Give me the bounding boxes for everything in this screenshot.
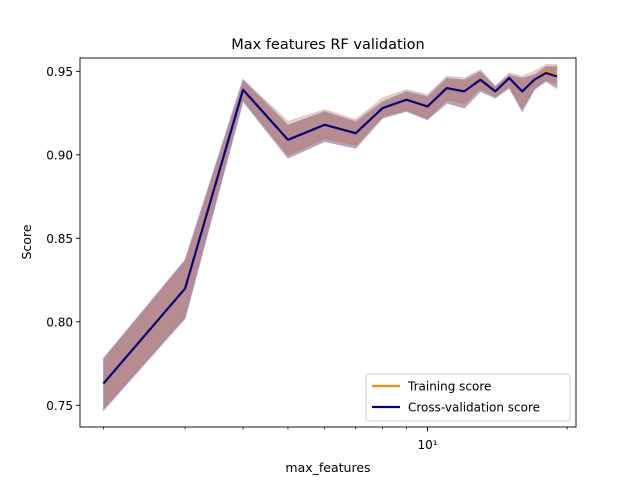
- band-cross-validation: [102, 65, 558, 412]
- x-axis: 10¹: [103, 427, 568, 452]
- y-axis-label: Score: [19, 224, 34, 259]
- y-tick-label: 0.75: [46, 399, 73, 413]
- y-axis: 0.75 0.80 0.85 0.90 0.95: [46, 65, 80, 413]
- legend-box: [365, 373, 571, 422]
- chart-title: Max features RF validation: [231, 37, 425, 53]
- y-tick-label: 0.80: [46, 315, 73, 329]
- confidence-bands: [102, 64, 558, 412]
- x-tick-label: 10¹: [418, 438, 438, 452]
- plot-frame: [79, 57, 577, 428]
- y-tick-label: 0.95: [46, 65, 73, 79]
- y-tick-label: 0.90: [46, 148, 73, 162]
- series-lines: [102, 70, 558, 385]
- legend-label-training-score: Training score: [407, 380, 491, 394]
- line-cross-validation-score: [102, 71, 558, 385]
- y-tick-label: 0.85: [46, 232, 73, 246]
- x-axis-label: max_features: [285, 460, 370, 475]
- legend: Training score Cross-validation score: [365, 373, 571, 422]
- legend-label-cross-validation-score: Cross-validation score: [408, 401, 540, 415]
